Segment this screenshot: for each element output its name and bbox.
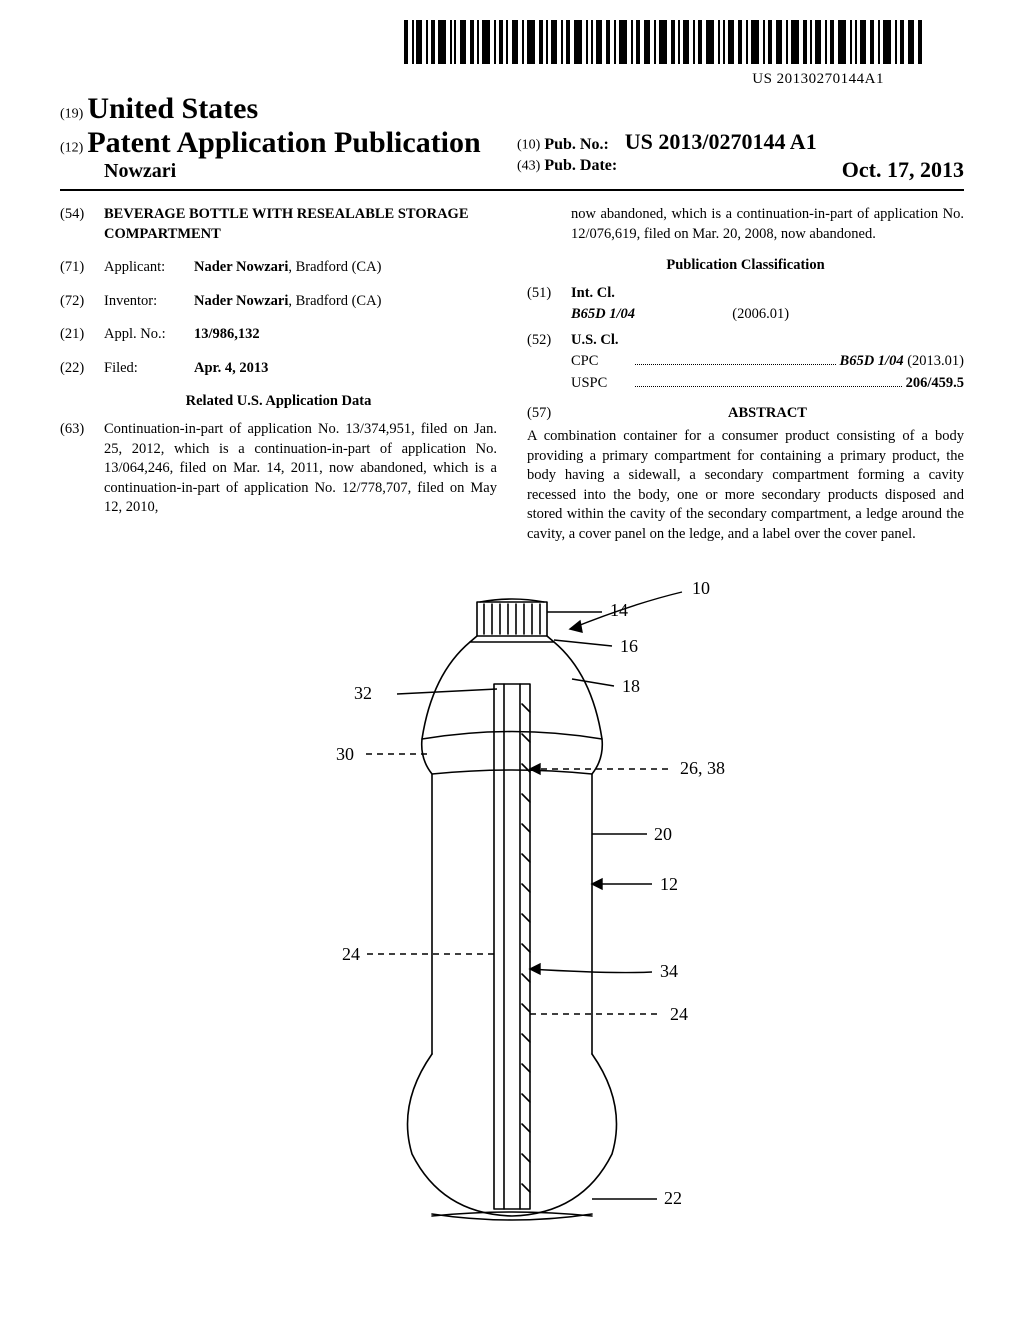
ref-22: 22 xyxy=(664,1188,682,1208)
inid-52: (52) xyxy=(527,331,571,351)
inid-22: (22) xyxy=(60,359,104,379)
intcl-code: B65D 1/04 xyxy=(571,306,635,322)
publication-number: US 2013/0270144 A1 xyxy=(625,129,817,154)
intcl-label: Int. Cl. xyxy=(571,284,964,304)
filed-label: Filed: xyxy=(104,359,194,379)
cpc-code: B65D 1/04 xyxy=(840,353,904,369)
patent-page: US 20130270144A1 (19) United States (12)… xyxy=(0,0,1024,1289)
filed-date: Apr. 4, 2013 xyxy=(194,359,497,379)
related-title: Related U.S. Application Data xyxy=(60,392,497,412)
figure-area: 10 14 16 18 32 30 26, 38 20 12 24 34 24 … xyxy=(60,574,964,1249)
pubno-label: Pub. No.: xyxy=(544,136,608,153)
ref-32: 32 xyxy=(354,683,372,703)
abstract-label: ABSTRACT xyxy=(571,404,964,424)
ref-24-right: 24 xyxy=(670,1004,688,1024)
inid-43: (43) xyxy=(517,158,540,173)
inid-12: (12) xyxy=(60,140,83,155)
inid-21: (21) xyxy=(60,325,104,345)
inid-19: (19) xyxy=(60,106,83,121)
barcode-number: US 20130270144A1 xyxy=(60,71,884,88)
right-column: now abandoned, which is a continuation-i… xyxy=(527,205,964,544)
ref-20: 20 xyxy=(654,824,672,844)
abstract-text: A combination container for a consumer p… xyxy=(527,427,964,544)
cpc-label: CPC xyxy=(571,352,631,372)
ref-34: 34 xyxy=(660,961,678,981)
ref-18: 18 xyxy=(622,676,640,696)
uspc-label: USPC xyxy=(571,374,631,394)
cpc-year: (2013.01) xyxy=(904,353,964,369)
ref-30: 30 xyxy=(336,744,354,764)
left-column: (54) BEVERAGE BOTTLE WITH RESEALABLE STO… xyxy=(60,205,497,544)
publication-type: Patent Application Publication xyxy=(87,126,480,159)
inid-63: (63) xyxy=(60,420,104,518)
header-block: (19) United States (12) Patent Applicati… xyxy=(60,92,964,191)
inid-10: (10) xyxy=(517,137,540,152)
intcl-year: (2006.01) xyxy=(732,306,789,322)
uspc-code: 206/459.5 xyxy=(906,374,964,394)
inventor-label: Inventor: xyxy=(104,292,194,312)
applicant-loc: , Bradford (CA) xyxy=(288,259,381,275)
inventor-loc: , Bradford (CA) xyxy=(288,293,381,309)
inid-51: (51) xyxy=(527,284,571,304)
ref-26-38: 26, 38 xyxy=(680,758,725,778)
header-left: (19) United States (12) Patent Applicati… xyxy=(60,92,507,183)
inid-71: (71) xyxy=(60,258,104,278)
barcode-area: US 20130270144A1 xyxy=(60,20,924,88)
invention-title: BEVERAGE BOTTLE WITH RESEALABLE STORAGE … xyxy=(104,205,497,244)
country: United States xyxy=(87,92,258,125)
dots-icon xyxy=(635,374,902,387)
inid-54: (54) xyxy=(60,205,104,244)
applicant-label: Applicant: xyxy=(104,258,194,278)
related-continuation: now abandoned, which is a continuation-i… xyxy=(571,205,964,244)
uscl-label: U.S. Cl. xyxy=(571,331,964,351)
biblio-columns: (54) BEVERAGE BOTTLE WITH RESEALABLE STO… xyxy=(60,205,964,544)
ref-14: 14 xyxy=(610,600,628,620)
publication-date: Oct. 17, 2013 xyxy=(842,157,964,183)
inventor-name: Nader Nowzari xyxy=(194,293,288,309)
dots-icon xyxy=(635,352,836,365)
pubdate-label: Pub. Date: xyxy=(544,157,617,174)
related-text: Continuation-in-part of application No. … xyxy=(104,420,497,518)
inid-72: (72) xyxy=(60,292,104,312)
bottle-figure: 10 14 16 18 32 30 26, 38 20 12 24 34 24 … xyxy=(232,574,792,1244)
ref-12: 12 xyxy=(660,874,678,894)
applno-label: Appl. No.: xyxy=(104,325,194,345)
application-number: 13/986,132 xyxy=(194,325,497,345)
author: Nowzari xyxy=(104,160,507,183)
ref-24-left: 24 xyxy=(342,944,360,964)
header-right: (10) Pub. No.: US 2013/0270144 A1 (43) P… xyxy=(507,129,964,183)
applicant-name: Nader Nowzari xyxy=(194,259,288,275)
ref-10: 10 xyxy=(692,578,710,598)
pubclass-title: Publication Classification xyxy=(527,256,964,276)
ref-16: 16 xyxy=(620,636,638,656)
barcode-graphic xyxy=(404,20,924,64)
inid-57: (57) xyxy=(527,404,571,424)
